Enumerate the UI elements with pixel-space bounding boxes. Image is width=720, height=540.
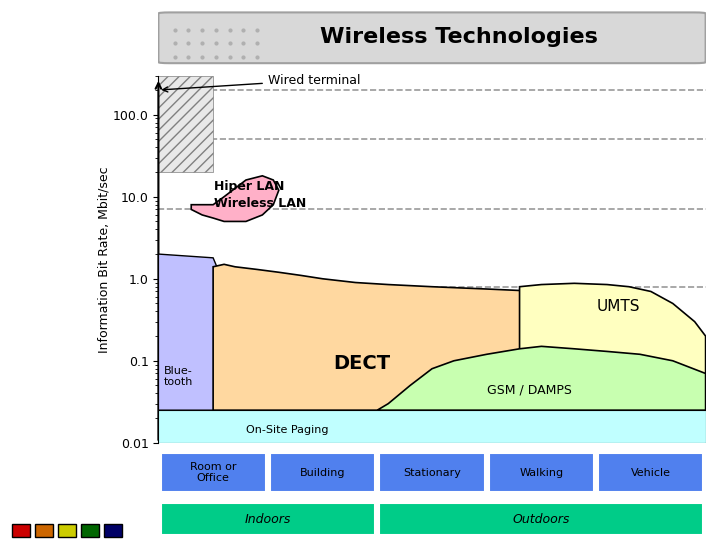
Text: Room or
Office: Room or Office — [190, 462, 236, 483]
Bar — [161, 503, 375, 535]
Text: Building: Building — [300, 468, 346, 477]
Bar — [379, 453, 485, 492]
Polygon shape — [158, 254, 230, 410]
Bar — [379, 503, 703, 535]
Text: Wired terminal: Wired terminal — [163, 73, 360, 92]
FancyBboxPatch shape — [81, 524, 99, 537]
Text: On-Site Paging: On-Site Paging — [246, 426, 328, 435]
Polygon shape — [192, 176, 279, 221]
Text: GSM / DAMPS: GSM / DAMPS — [487, 383, 572, 396]
Bar — [161, 453, 266, 492]
FancyBboxPatch shape — [158, 12, 706, 63]
Bar — [489, 453, 594, 492]
Text: Indoors: Indoors — [245, 512, 291, 525]
Text: Wireless Technologies: Wireless Technologies — [320, 26, 598, 47]
FancyBboxPatch shape — [58, 524, 76, 537]
Text: F  O  R  U  M: F O R U M — [17, 519, 86, 529]
FancyBboxPatch shape — [12, 524, 30, 537]
Text: UMTS: UMTS — [596, 299, 639, 314]
Text: Hiper LAN: Hiper LAN — [215, 180, 284, 193]
Text: Wireless LAN: Wireless LAN — [215, 197, 307, 210]
Y-axis label: Information Bit Rate, Mbit/sec: Information Bit Rate, Mbit/sec — [97, 166, 110, 353]
FancyBboxPatch shape — [35, 524, 53, 537]
Text: Stationary: Stationary — [403, 468, 461, 477]
Text: Outdoors: Outdoors — [513, 512, 570, 525]
Bar — [598, 453, 703, 492]
Bar — [270, 453, 375, 492]
Polygon shape — [213, 264, 706, 410]
FancyBboxPatch shape — [104, 524, 122, 537]
Text: Vehicle: Vehicle — [631, 468, 671, 477]
Text: DECT: DECT — [333, 354, 391, 373]
Text: Walking: Walking — [519, 468, 564, 477]
Polygon shape — [377, 346, 706, 410]
Polygon shape — [158, 415, 706, 443]
Text: Blue-
tooth: Blue- tooth — [164, 366, 193, 388]
Polygon shape — [520, 284, 706, 386]
Text: DECT: DECT — [17, 473, 107, 502]
Polygon shape — [158, 76, 213, 172]
Polygon shape — [158, 410, 706, 443]
